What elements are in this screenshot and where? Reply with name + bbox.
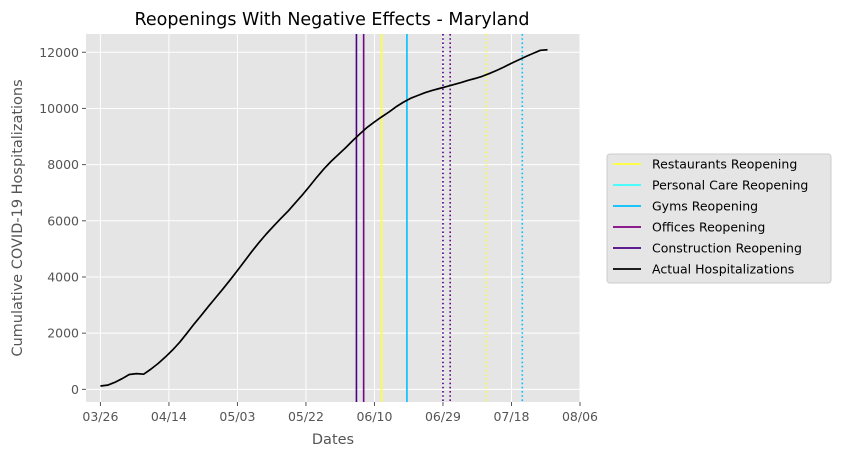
x-tick-label: 07/18	[493, 409, 529, 424]
chart-title: Reopenings With Negative Effects - Maryl…	[134, 10, 529, 30]
x-axis-title: Dates	[312, 432, 354, 448]
legend-label: Construction Reopening	[652, 241, 802, 256]
y-tick-label: 0	[71, 382, 79, 397]
x-tick-label: 08/06	[562, 409, 598, 424]
x-tick-label: 05/03	[219, 409, 255, 424]
legend: Restaurants Reopening Personal Care Reope…	[606, 153, 832, 284]
plot-area	[86, 34, 580, 402]
series-line	[100, 48, 548, 387]
legend-label: Gyms Reopening	[652, 199, 758, 214]
y-tick-label: 12000	[39, 45, 79, 60]
x-axis: 03/26 04/14 05/03 05/22 06/10 06/29 07/18 08/06	[82, 402, 598, 424]
series-lines	[100, 48, 548, 387]
x-tick-label: 06/29	[425, 409, 461, 424]
x-tick-label: 04/14	[151, 409, 187, 424]
legend-label: Restaurants Reopening	[652, 157, 797, 172]
y-tick-label: 6000	[47, 213, 79, 228]
event-lines	[355, 34, 524, 402]
x-tick-label: 06/10	[356, 409, 392, 424]
y-tick-label: 8000	[47, 157, 79, 172]
y-axis-title: Cumulative COVID-19 Hospitalizations	[10, 79, 26, 356]
grid	[86, 34, 581, 402]
y-axis: 0 2000 4000 6000 8000 10000 12000	[39, 45, 86, 397]
x-tick-label: 03/26	[82, 409, 118, 424]
legend-label: Actual Hospitalizations	[652, 262, 794, 277]
y-tick-label: 10000	[39, 101, 79, 116]
legend-label: Offices Reopening	[652, 220, 765, 235]
y-tick-label: 4000	[47, 269, 79, 284]
y-tick-label: 2000	[47, 326, 79, 341]
x-tick-label: 05/22	[288, 409, 324, 424]
legend-box	[606, 153, 832, 284]
legend-label: Personal Care Reopening	[652, 178, 808, 193]
